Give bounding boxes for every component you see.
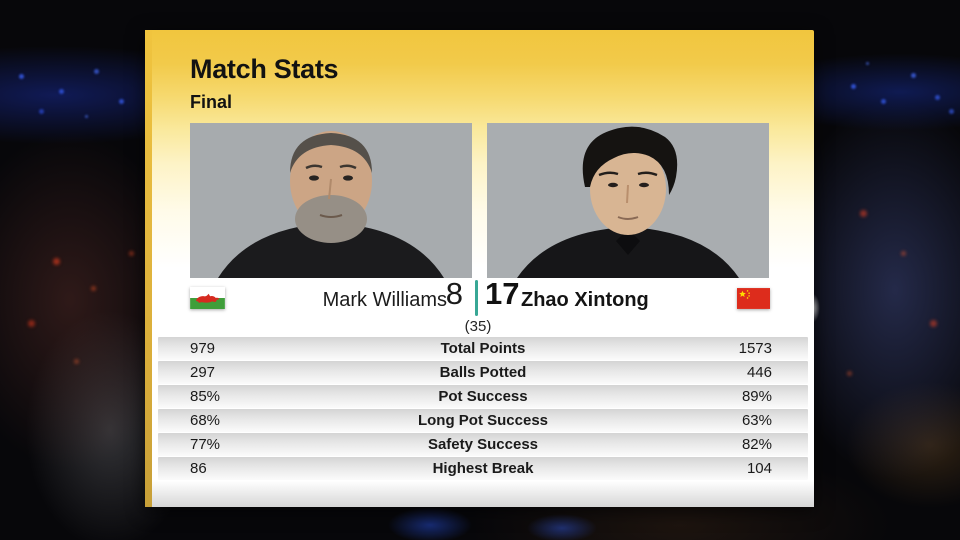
stat-row-long-pot-success: 68% Long Pot Success 63% [158,409,808,432]
stat-value-right: 63% [741,412,772,429]
page-title: Match Stats [190,54,339,84]
stat-value-left: 85% [190,388,221,405]
score-left: 8 [445,276,463,311]
china-flag-icon [737,288,770,309]
score-right: 17 [485,276,520,311]
stat-value-right: 82% [741,436,772,453]
stat-value-left: 77% [190,436,221,453]
player-photo-right [487,123,769,278]
stat-value-left: 297 [190,364,216,381]
stat-value-right: 1573 [738,340,772,357]
zhao-xintong-portrait-icon [487,123,769,278]
panel-bottom-fade [152,481,814,507]
player-photo-left [190,123,472,278]
mark-williams-portrait-icon [190,123,472,278]
stat-row-safety-success: 77% Safety Success 82% [158,433,808,456]
round-label: Final [190,92,233,112]
stat-value-right: 104 [746,460,772,477]
best-of-frames-caption: (35) [464,318,492,335]
stat-label: Long Pot Success [417,412,549,429]
score-divider [475,280,478,316]
stat-row-total-points: 979 Total Points 1573 [158,337,808,360]
stat-value-right: 89% [741,388,772,405]
crowd-bokeh-lights [0,0,3,3]
player-name-left: Mark Williams [322,289,447,311]
panel-gold-edge [145,30,152,507]
stat-label: Pot Success [438,388,528,405]
stat-row-pot-success: 85% Pot Success 89% [158,385,808,408]
match-stats-panel: Match Stats Final [145,30,814,507]
stat-row-balls-potted: 297 Balls Potted 446 [158,361,808,384]
stat-label: Safety Success [427,436,539,453]
stat-label: Total Points [440,340,526,357]
stat-value-left: 979 [190,340,216,357]
stat-row-highest-break: 86 Highest Break 104 [158,457,808,480]
stat-label: Balls Potted [439,364,527,381]
stat-value-left: 86 [190,460,207,477]
wales-flag-icon [190,287,225,309]
stat-value-left: 68% [190,412,221,429]
stat-label: Highest Break [432,460,534,477]
player-name-right: Zhao Xintong [521,289,649,311]
stats-table: 979 Total Points 1573 297 Balls Potted 4… [158,337,808,481]
stat-value-right: 446 [746,364,772,381]
